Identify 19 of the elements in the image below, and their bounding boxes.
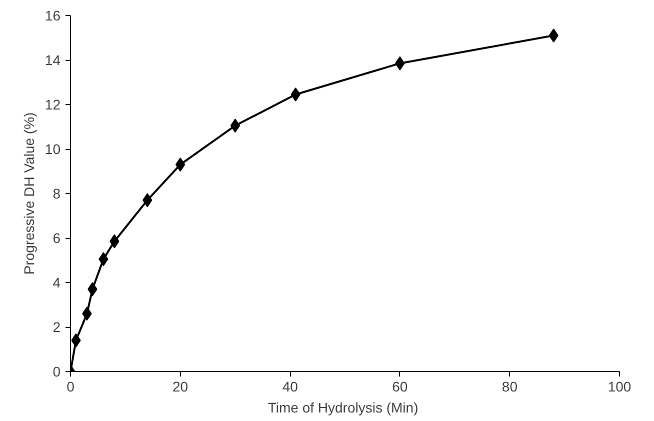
x-tick-label: 60 [392, 378, 408, 394]
y-tick-label: 10 [44, 141, 61, 157]
x-tick-label: 0 [66, 378, 75, 394]
y-tick-label: 2 [52, 319, 61, 335]
x-tick-label: 80 [502, 378, 518, 394]
y-tick-label: 0 [52, 364, 61, 380]
x-tick-label: 40 [282, 378, 298, 394]
x-axis-title: Time of Hydrolysis (Min) [268, 400, 418, 416]
y-tick-label: 16 [44, 8, 61, 24]
y-tick-label: 14 [44, 52, 61, 68]
x-tick-label: 20 [172, 378, 188, 394]
y-axis-title: Progressive DH Value (%) [20, 112, 37, 275]
point [175, 158, 186, 172]
x-tick-label: 100 [608, 378, 632, 394]
y-tick-label: 4 [52, 274, 61, 290]
y-tick-label: 6 [52, 230, 61, 246]
y-tick-label: 8 [52, 186, 61, 202]
y-tick-label: 12 [44, 96, 61, 112]
point [230, 118, 240, 133]
